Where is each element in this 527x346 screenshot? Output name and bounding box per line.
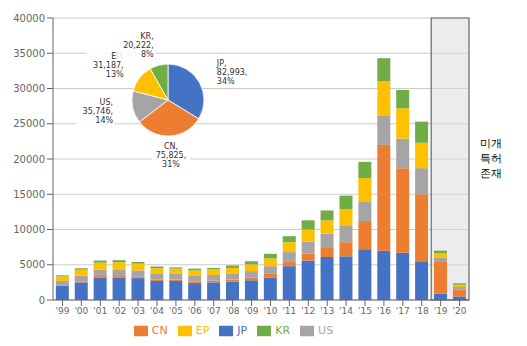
svg-text:'13: '13 [320,306,334,316]
svg-text:'08: '08 [226,306,240,316]
svg-text:'14: '14 [339,306,353,316]
svg-text:EP,31,187,13%: EP,31,187,13% [93,52,124,79]
svg-text:'15: '15 [358,306,372,316]
svg-text:'01: '01 [93,306,107,316]
svg-text:'11: '11 [282,306,296,316]
svg-text:0: 0 [39,295,45,306]
svg-text:'18: '18 [415,306,429,316]
html-text:EP: EP [195,324,210,337]
svg-text:'09: '09 [245,306,259,316]
svg-text:15000: 15000 [13,189,45,200]
svg-text:25000: 25000 [13,118,45,129]
svg-text:US,35,746,14%: US,35,746,14% [83,98,114,125]
svg-text:'19: '19 [434,306,448,316]
svg-text:'12: '12 [301,306,315,316]
svg-text:'00: '00 [74,306,88,316]
html-text:KR: KR [275,324,291,337]
svg-text:'06: '06 [188,306,202,316]
svg-text:35000: 35000 [13,48,45,59]
svg-text:'07: '07 [207,306,221,316]
svg-text:KR,20,222,8%: KR,20,222,8% [123,32,154,59]
html-text:CN: CN [151,324,168,337]
svg-text:미개특허존재: 미개특허존재 [480,137,502,180]
html-text:US: US [318,324,334,337]
svg-text:'04: '04 [150,306,164,316]
svg-text:'99: '99 [55,306,69,316]
svg-text:5000: 5000 [20,259,45,270]
svg-text:'17: '17 [396,306,410,316]
svg-text:'10: '10 [263,306,277,316]
svg-text:'20: '20 [453,306,467,316]
svg-text:'05: '05 [169,306,183,316]
svg-text:'03: '03 [131,306,145,316]
html-text:JP: JP [237,324,248,337]
svg-text:20000: 20000 [13,154,45,165]
svg-text:30000: 30000 [13,83,45,94]
svg-text:JP,82,993,34%: JP,82,993,34% [216,59,248,86]
svg-text:40000: 40000 [13,13,45,24]
svg-text:'02: '02 [112,306,126,316]
svg-text:10000: 10000 [13,224,45,235]
svg-text:CN,75,825,31%: CN,75,825,31% [156,142,187,169]
svg-text:'16: '16 [377,306,391,316]
